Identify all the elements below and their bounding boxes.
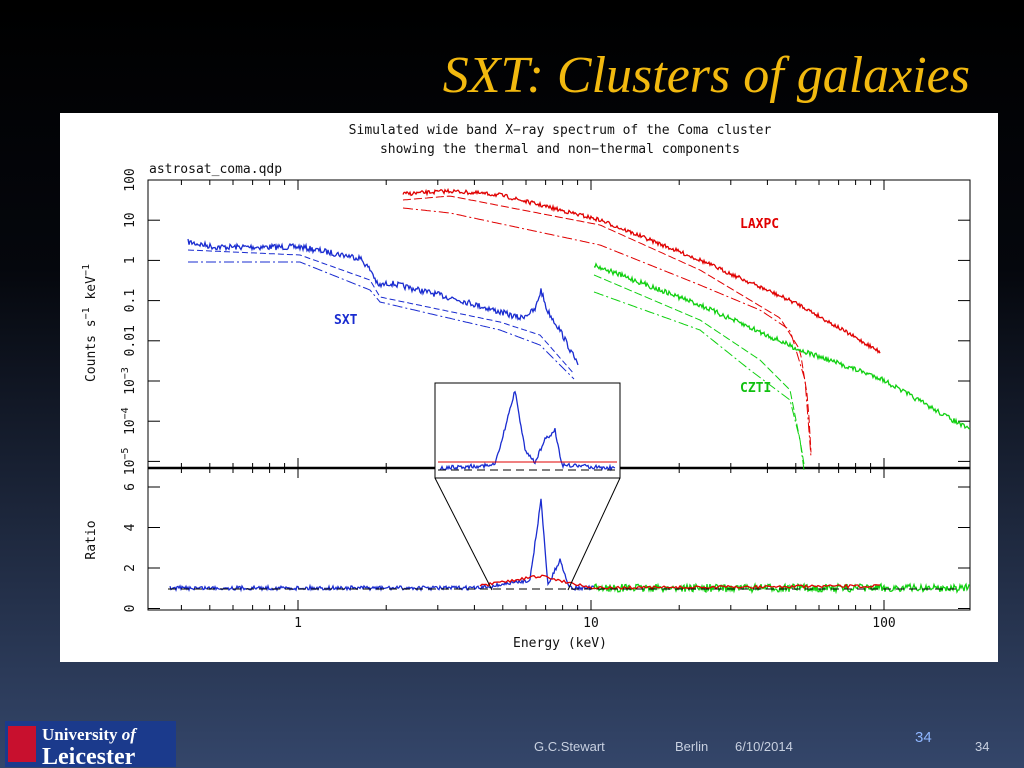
- y-tick-label: 6: [123, 483, 138, 491]
- spectrum-curve: [402, 195, 812, 453]
- page-number: 34: [975, 739, 989, 754]
- y-axis-label: Counts s−1 keV−1: [81, 264, 99, 382]
- y-tick-label: 10−3: [120, 367, 138, 395]
- logo: University of Leicester: [5, 721, 176, 768]
- file-label: astrosat_coma.qdp: [149, 162, 282, 177]
- figure-title: showing the thermal and non−thermal comp…: [380, 142, 740, 157]
- x-tick-label: 10: [583, 616, 599, 631]
- y-tick-label: 2: [123, 564, 138, 572]
- spectrum-curve: [402, 207, 812, 458]
- y-tick-label: 10: [123, 212, 138, 228]
- y-tick-label: 0.01: [123, 325, 138, 356]
- y-tick-label: 0.1: [123, 289, 138, 312]
- zoom-line: [434, 477, 493, 591]
- y-axis-label: Ratio: [84, 520, 99, 559]
- series-label: LAXPC: [740, 217, 779, 232]
- slide-number: 34: [915, 729, 932, 746]
- tick-base: 0.1: [123, 289, 138, 312]
- y-tick-label: 4: [123, 523, 138, 531]
- x-tick-label: 1: [294, 616, 302, 631]
- y-tick-label: 100: [123, 168, 138, 191]
- spectrum-curve: [188, 261, 575, 380]
- figure: Simulated wide band X−ray spectrum of th…: [60, 113, 998, 662]
- y-tick-label: 10−5: [120, 448, 138, 476]
- spectrum-curve: [479, 574, 880, 591]
- tick-exp: −5: [120, 448, 131, 460]
- tick-base: 10: [123, 419, 138, 435]
- logo-text: University of: [42, 725, 138, 744]
- spectrum-curve: [402, 187, 881, 354]
- spectrum-curve: [593, 262, 971, 430]
- y-tick-label: 1: [123, 256, 138, 264]
- tick-base: 10: [123, 460, 138, 476]
- spectrum-curve: [593, 291, 805, 471]
- tick-exp: −3: [120, 367, 131, 379]
- figure-title: Simulated wide band X−ray spectrum of th…: [349, 123, 772, 138]
- tick-base: 10: [123, 379, 138, 395]
- logo-text: Leicester: [42, 744, 136, 768]
- inset: [434, 382, 621, 479]
- series-label: CZTI: [740, 381, 771, 396]
- tick-base: 0.01: [123, 325, 138, 356]
- x-tick-label: 100: [872, 616, 895, 631]
- zoom-line: [567, 477, 621, 591]
- slide-title: SXT: Clusters of galaxies: [443, 47, 970, 104]
- spectrum-curve: [187, 249, 575, 375]
- spectrum-curve: [593, 274, 805, 465]
- series-label: SXT: [334, 313, 358, 328]
- tick-base: 1: [123, 256, 138, 264]
- spectrum-curve: [187, 238, 579, 366]
- spectrum-curve: [439, 390, 616, 472]
- tick-base: 100: [123, 168, 138, 191]
- logo-crest: [8, 726, 36, 762]
- footer-date: 6/10/2014: [735, 739, 793, 754]
- footer-author: G.C.Stewart: [534, 739, 605, 754]
- y-tick-label: 10−4: [120, 407, 138, 435]
- y-tick-label: 0: [123, 605, 138, 613]
- footer-place: Berlin: [675, 739, 708, 754]
- tick-base: 10: [123, 212, 138, 228]
- tick-exp: −4: [120, 407, 131, 419]
- x-axis-label: Energy (keV): [513, 636, 607, 651]
